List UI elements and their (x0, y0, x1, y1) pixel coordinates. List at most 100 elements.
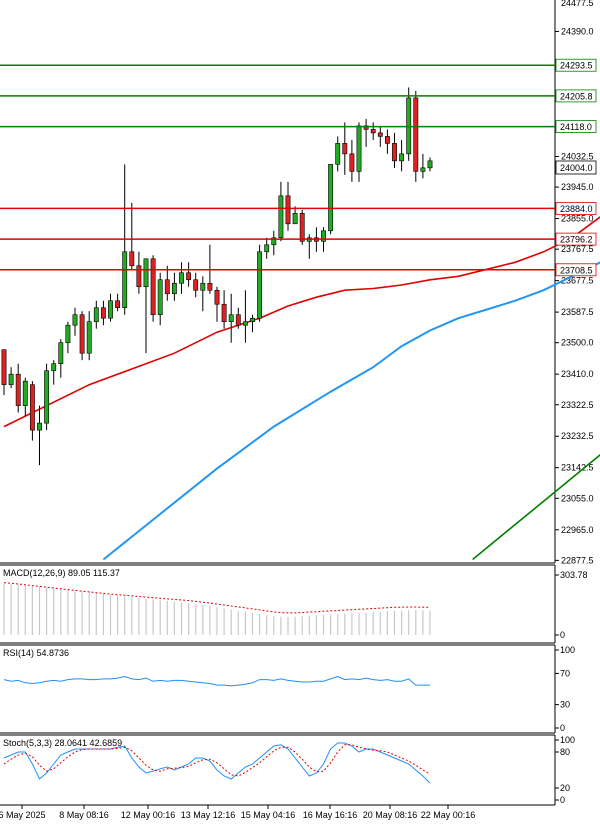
candle-bullish (122, 251, 128, 309)
main-tick-label: 23055.0 (561, 493, 594, 503)
main-tick-label: 23410.0 (561, 369, 594, 379)
ma-blue-line (102, 261, 600, 561)
main-y-axis-ticks: 24477.5 24390.0 24032.5 23945.0 23855.0 23767… (555, 0, 594, 565)
main-tick-label: 24032.5 (561, 151, 594, 161)
stoch-tick-label: 20 (560, 783, 570, 793)
candle-bullish (108, 300, 113, 319)
main-tick-label: 23500.0 (561, 338, 594, 348)
stoch-title: Stoch(5,3,3) 28.0641 42.6859 (3, 738, 122, 748)
candlestick-series (1, 87, 433, 466)
candle-bearish (413, 97, 419, 172)
candle-bearish (164, 279, 170, 295)
candle-bullish (242, 321, 248, 326)
candle-bearish (384, 136, 390, 144)
candle-bullish (420, 167, 426, 172)
candle-bearish (214, 289, 220, 305)
candle-bearish (285, 195, 291, 225)
candle-bearish (29, 384, 35, 431)
candle-bearish (377, 132, 383, 137)
candle-bullish (399, 153, 405, 162)
rsi-panel: RSI(14) 54.8736 100 70 30 0 (0, 644, 575, 734)
candle-bullish (37, 422, 42, 431)
main-tick-label: 23767.5 (561, 244, 594, 254)
candle-bullish (328, 164, 334, 232)
stoch-tick-label: 0 (560, 795, 565, 805)
candle-bullish (228, 314, 234, 323)
candle-bullish (427, 160, 433, 169)
level-label-box (555, 232, 597, 246)
main-tick-label: 23945.0 (561, 182, 594, 192)
candle-bullish (292, 213, 298, 225)
candle-bullish (278, 195, 284, 239)
macd-histogram (3, 583, 431, 635)
candle-bullish (321, 230, 326, 242)
macd-tick-label: 0 (560, 630, 565, 640)
candle-bullish (58, 342, 64, 364)
rsi-line (3, 675, 430, 687)
candle-bullish (143, 258, 149, 288)
macd-panel: MACD(12,26,9) 89.05 115.37 303.78 0 (0, 564, 588, 644)
candle-bearish (207, 282, 213, 291)
current-price-label: 24004.0 (560, 163, 593, 173)
main-tick-label: 22877.5 (561, 555, 594, 565)
candle-bearish (342, 143, 348, 155)
current-price-box (555, 160, 597, 175)
rsi-tick-label: 0 (560, 723, 565, 733)
level-label: 23796.2 (560, 235, 593, 245)
main-tick-label-top: 24477.5 (561, 0, 594, 8)
main-tick-label: 23232.5 (561, 431, 594, 441)
level-label: 24293.5 (560, 61, 593, 71)
candle-bullish (264, 244, 270, 253)
main-tick-label: 23855.0 (561, 214, 594, 224)
candle-bearish (129, 251, 135, 267)
ma-green-line (472, 453, 600, 561)
candle-bullish (257, 251, 263, 319)
stoch-tick-label: 100 (560, 735, 575, 745)
level-label: 23708.5 (560, 265, 593, 275)
candle-bearish (136, 265, 142, 288)
candle-bullish (93, 307, 99, 323)
support-resistance-levels: 24293.5 24205.8 24118.0 23884.0 23796.2 23708… (0, 58, 597, 277)
macd-y-axis-ticks: 303.78 0 (555, 570, 588, 640)
macd-signal-line (3, 582, 431, 614)
stoch-panel: Stoch(5,3,3) 28.0641 42.6859 100 80 20 0 (0, 734, 575, 806)
candle-bullish (65, 324, 71, 343)
candle-bullish (44, 370, 50, 424)
main-tick-label: 24390.0 (561, 26, 594, 36)
candle-bullish (22, 380, 28, 406)
level-label-box (555, 89, 597, 103)
stoch-tick-label: 80 (560, 747, 570, 757)
candle-bearish (1, 349, 7, 385)
current-price-marker: 24004.0 (555, 160, 597, 175)
candle-bullish (200, 282, 206, 291)
candle-bearish (150, 258, 156, 316)
x-tick-label: 8 May 08:16 (59, 810, 109, 820)
x-tick-label: 15 May 04:16 (241, 810, 296, 820)
main-tick-label: 23142.5 (561, 463, 594, 473)
main-panel: 24477.5 24390.0 24032.5 23945.0 23855.0 23767… (0, 0, 600, 565)
candle-bullish (51, 363, 57, 371)
level-label: 24118.0 (560, 122, 592, 132)
stoch-d-line (3, 744, 431, 777)
x-tick-label: 13 May 12:16 (181, 810, 236, 820)
x-axis: 6 May 2025 8 May 08:16 12 May 00:16 13 May … (0, 805, 475, 820)
macd-tick-label: 303.78 (560, 570, 588, 580)
stoch-k-line (3, 742, 431, 784)
main-tick-label: 23677.5 (561, 276, 594, 286)
candle-bullish (179, 272, 184, 284)
level-label-box (555, 120, 597, 133)
candle-bullish (335, 143, 341, 165)
main-tick-label: 23587.5 (561, 307, 594, 317)
candle-bearish (15, 373, 21, 406)
x-tick-label: 6 May 2025 (0, 810, 46, 820)
candle-bearish (79, 314, 85, 354)
candle-bullish (157, 279, 163, 316)
candle-bearish (392, 143, 397, 162)
candle-bearish (100, 307, 106, 319)
candle-bearish (193, 279, 199, 291)
candle-bearish (235, 314, 241, 326)
level-label-box (555, 263, 597, 277)
candle-bullish (356, 125, 362, 172)
x-tick-label: 20 May 08:16 (363, 810, 418, 820)
